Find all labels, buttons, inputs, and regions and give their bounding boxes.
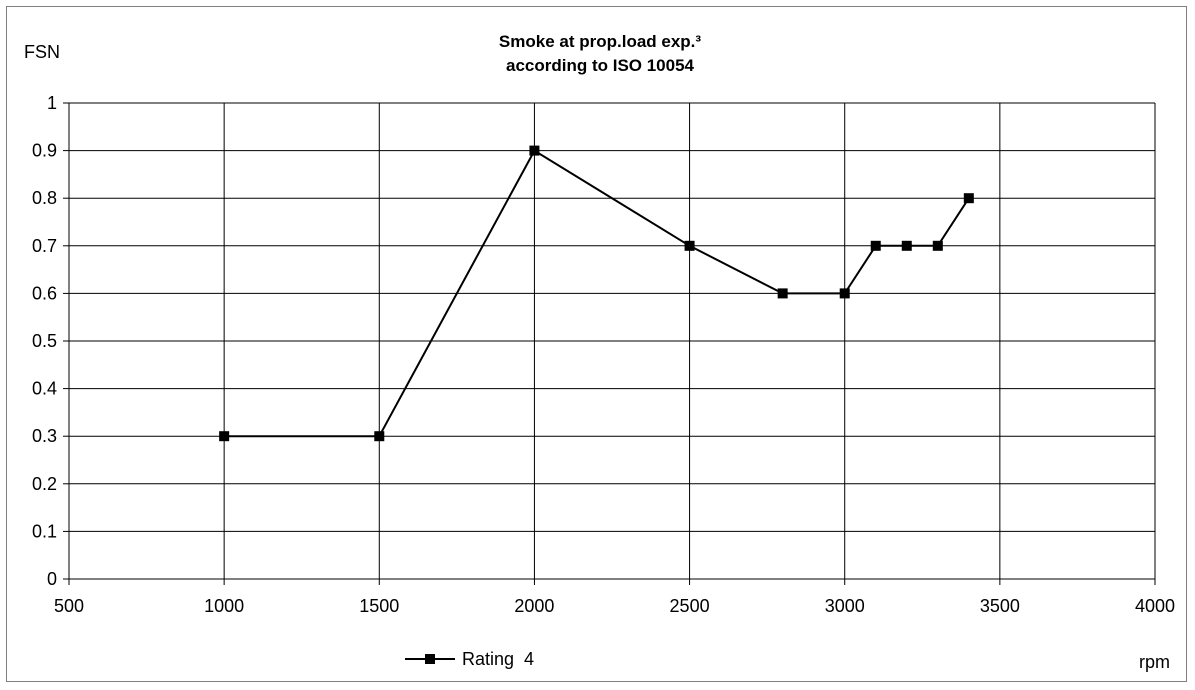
grid xyxy=(69,102,1156,579)
x-tick-label: 500 xyxy=(54,596,84,616)
chart-title-line-1: Smoke at prop.load exp.³ xyxy=(499,32,701,51)
legend-marker xyxy=(425,654,435,664)
x-tick-label: 1500 xyxy=(359,596,399,616)
data-point-marker xyxy=(374,431,385,442)
x-tick-label: 3500 xyxy=(980,596,1020,616)
data-point-marker xyxy=(839,288,850,299)
chart-title-line-2: according to ISO 10054 xyxy=(506,56,695,75)
data-point-marker xyxy=(777,288,788,299)
y-tick-label: 0.1 xyxy=(32,521,57,541)
data-point-marker xyxy=(932,240,943,251)
y-tick-label: 0.8 xyxy=(32,188,57,208)
data-point-marker xyxy=(219,431,230,442)
y-tick-label: 1 xyxy=(47,93,57,113)
x-tick-label: 2500 xyxy=(670,596,710,616)
y-tick-label: 0 xyxy=(47,569,57,589)
chart-frame xyxy=(6,6,1187,682)
y-tick-label: 0.7 xyxy=(32,236,57,256)
y-tick-label: 0.2 xyxy=(32,474,57,494)
y-axis-label: FSN xyxy=(24,42,60,62)
data-point-marker xyxy=(901,240,912,251)
series xyxy=(219,145,974,442)
data-point-marker xyxy=(963,193,974,204)
y-tick-label: 0.4 xyxy=(32,379,57,399)
x-tick-label: 3000 xyxy=(825,596,865,616)
axes xyxy=(63,102,1156,585)
data-point-marker xyxy=(684,240,695,251)
y-tick-label: 0.9 xyxy=(32,141,57,161)
y-tick-label: 0.5 xyxy=(32,331,57,351)
x-axis-label: rpm xyxy=(1139,652,1170,672)
legend: Rating 4 xyxy=(405,649,534,669)
data-point-marker xyxy=(529,145,540,156)
x-tick-label: 1000 xyxy=(204,596,244,616)
x-tick-label: 2000 xyxy=(514,596,554,616)
y-tick-label: 0.3 xyxy=(32,426,57,446)
legend-label: Rating 4 xyxy=(462,649,534,669)
series-line xyxy=(224,149,970,438)
x-tick-label: 4000 xyxy=(1135,596,1175,616)
y-tick-label: 0.6 xyxy=(32,283,57,303)
data-point-marker xyxy=(870,240,881,251)
